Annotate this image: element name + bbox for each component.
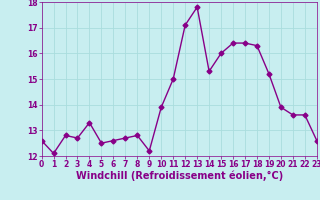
X-axis label: Windchill (Refroidissement éolien,°C): Windchill (Refroidissement éolien,°C) xyxy=(76,171,283,181)
